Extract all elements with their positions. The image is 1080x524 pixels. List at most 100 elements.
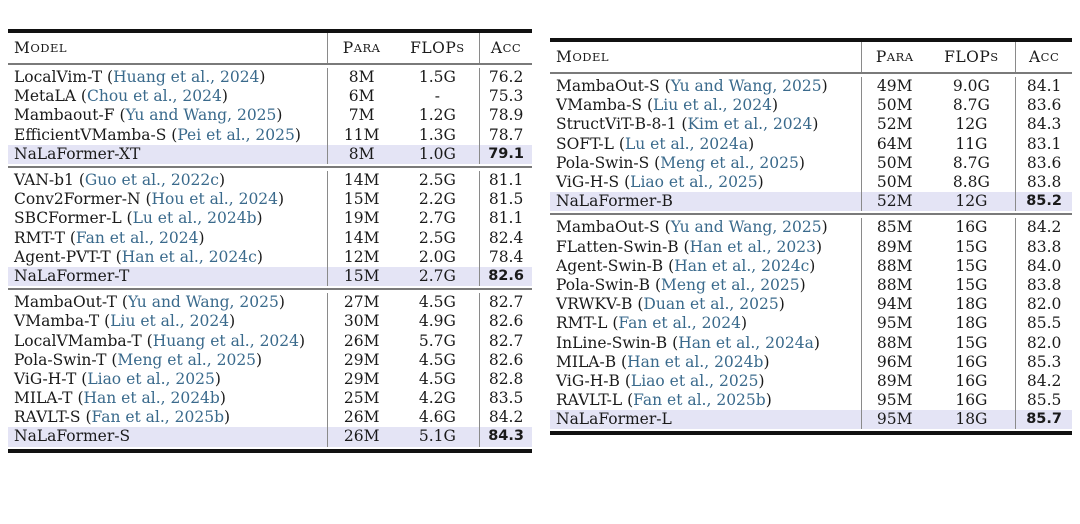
model-cell: Pola-Swin-B (Meng et al., 2025) bbox=[556, 275, 806, 294]
acc-cell: 82.6 bbox=[479, 312, 532, 332]
citation-link[interactable]: Meng et al., 2025 bbox=[117, 350, 257, 369]
citation-link[interactable]: Han et al., 2024c bbox=[121, 247, 257, 266]
model-name: SOFT-L bbox=[556, 134, 614, 153]
acc-cell: 78.7 bbox=[479, 125, 532, 145]
model-name: Pola-Swin-S bbox=[556, 153, 650, 172]
table-row: Agent-PVT-T (Han et al., 2024c) 12M 2.0G 78… bbox=[8, 247, 532, 267]
model-name: MambaOut-T bbox=[14, 293, 117, 312]
header-flops: FLOP S bbox=[396, 33, 480, 63]
citation-link[interactable]: Duan et al., 2025 bbox=[643, 295, 779, 314]
citation-link[interactable]: Fan et al., 2025b bbox=[91, 408, 225, 427]
model-cell: ViG-H-B (Liao et al., 2025) bbox=[556, 371, 765, 390]
acc-cell: 85.3 bbox=[1015, 352, 1072, 372]
model-name: Conv2Former-N bbox=[14, 190, 141, 209]
row-group: LocalVim-T (Huang et al., 2024) 8M 1.5G 76.… bbox=[8, 65, 532, 166]
citation-link[interactable]: Guo et al., 2022c bbox=[84, 171, 219, 190]
para-cell: 96M bbox=[860, 352, 928, 372]
group-rule bbox=[8, 165, 532, 168]
table-row: FLatten-Swin-B (Han et al., 2023) 89M 15G 8… bbox=[550, 237, 1072, 257]
citation-link[interactable]: Huang et al., 2024 bbox=[152, 331, 300, 350]
table-row: RAVLT-L (Fan et al., 2025b) 95M 16G 85.5 bbox=[550, 391, 1072, 411]
para-cell: 6M bbox=[326, 87, 396, 107]
citation-link[interactable]: Yu and Wang, 2025 bbox=[127, 293, 279, 312]
model-name: MetaLA bbox=[14, 87, 76, 106]
flops-cell: 2.7G bbox=[418, 266, 456, 285]
model-cell: MetaLA (Chou et al., 2024) bbox=[14, 87, 228, 106]
table-row: VMamba-S (Liu et al., 2024) 50M 8.7G 83.6 bbox=[550, 96, 1072, 116]
model-name: MILA-T bbox=[14, 389, 73, 408]
citation-link[interactable]: Liao et al., 2025 bbox=[630, 371, 759, 390]
acc-cell: 84.0 bbox=[1015, 256, 1072, 276]
model-cell: Pola-Swin-S (Meng et al., 2025) bbox=[556, 153, 805, 172]
flops-cell: 4.5G bbox=[418, 369, 456, 388]
flops-cell: 1.3G bbox=[418, 125, 456, 144]
model-cell: RAVLT-L (Fan et al., 2025b) bbox=[556, 391, 772, 410]
acc-cell: 83.5 bbox=[479, 389, 532, 409]
citation-link[interactable]: Fan et al., 2024 bbox=[75, 228, 199, 247]
flops-cell: 1.2G bbox=[418, 106, 456, 125]
table-row: MILA-B (Han et al., 2024b) 96M 16G 85.3 bbox=[550, 352, 1072, 372]
model-cell: MambaOut-S (Yu and Wang, 2025) bbox=[556, 218, 828, 237]
citation-link[interactable]: Yu and Wang, 2025 bbox=[670, 218, 822, 237]
citation-link[interactable]: Han et al., 2024c bbox=[674, 256, 810, 275]
flops-cell: 2.5G bbox=[418, 171, 456, 190]
citation-link[interactable]: Fan et al., 2024 bbox=[618, 314, 742, 333]
acc-cell: 82.0 bbox=[1015, 333, 1072, 353]
table-row: Pola-Swin-S (Meng et al., 2025) 50M 8.7G 83… bbox=[550, 153, 1072, 173]
citation-link[interactable]: Han et al., 2023 bbox=[689, 237, 816, 256]
model-name: LocalVim-T bbox=[14, 68, 103, 87]
citation-link[interactable]: Liu et al., 2024 bbox=[110, 312, 230, 331]
acc-cell: 83.8 bbox=[1015, 172, 1072, 193]
citation-link[interactable]: Meng et al., 2025 bbox=[660, 153, 799, 172]
citation-link[interactable]: Liu et al., 2024 bbox=[653, 96, 772, 115]
para-cell: 95M bbox=[860, 410, 928, 430]
citation-link[interactable]: Kim et al., 2024 bbox=[687, 115, 813, 134]
acc-cell-best: 85.2 bbox=[1015, 192, 1072, 212]
right-results-table: M ODEL P ARA FLOP S A CC MambaOut-S (Yu and Wang… bbox=[550, 38, 1072, 436]
citation-link[interactable]: Han et al., 2024b bbox=[627, 352, 764, 371]
model-name: Mambaout-F bbox=[14, 106, 115, 125]
top-rule bbox=[550, 38, 1072, 42]
header-row: M ODEL P ARA FLOP S A CC bbox=[8, 33, 532, 63]
table-row: ViG-H-T (Liao et al., 2025) 29M 4.5G 82.8 bbox=[8, 369, 532, 389]
table-row: Mambaout-F (Yu and Wang, 2025) 7M 1.2G 78.9 bbox=[8, 106, 532, 126]
citation-link[interactable]: Han et al., 2024a bbox=[678, 333, 814, 352]
acc-cell: 78.4 bbox=[479, 247, 532, 267]
para-cell: 50M bbox=[860, 153, 928, 173]
header-para: P ARA bbox=[860, 42, 928, 72]
acc-cell: 84.2 bbox=[479, 408, 532, 428]
model-cell: Pola-Swin-T (Meng et al., 2025) bbox=[14, 350, 263, 369]
citation-link[interactable]: Chou et al., 2024 bbox=[86, 87, 222, 106]
citation-link[interactable]: Lu et al., 2024a bbox=[624, 134, 749, 153]
model-name: Agent-PVT-T bbox=[14, 247, 111, 266]
citation-link[interactable]: Pei et al., 2025 bbox=[177, 125, 295, 144]
flops-cell: 1.5G bbox=[418, 68, 456, 87]
citation-link[interactable]: Lu et al., 2024b bbox=[132, 209, 257, 228]
table-row: Pola-Swin-B (Meng et al., 2025) 88M 15G 83.… bbox=[550, 275, 1072, 296]
citation-link[interactable]: Han et al., 2024b bbox=[83, 389, 220, 408]
table-row: SBCFormer-L (Lu et al., 2024b) 19M 2.7G 81.… bbox=[8, 209, 532, 229]
citation-link[interactable]: Hou et al., 2024 bbox=[151, 190, 279, 209]
citation-link[interactable]: Liao et al., 2025 bbox=[630, 173, 758, 192]
citation-link[interactable]: Fan et al., 2025b bbox=[633, 391, 766, 410]
flops-cell: 8.7G bbox=[952, 153, 990, 172]
table-row: Conv2Former-N (Hou et al., 2024) 15M 2.2G 8… bbox=[8, 190, 532, 210]
citation-link[interactable]: Yu and Wang, 2025 bbox=[670, 77, 822, 96]
citation-link[interactable]: Yu and Wang, 2025 bbox=[125, 106, 277, 125]
citation-link[interactable]: Liao et al., 2025 bbox=[87, 369, 215, 388]
model-name: Pola-Swin-B bbox=[556, 275, 651, 294]
table-row: RMT-T (Fan et al., 2024) 14M 2.5G 82.4 bbox=[8, 228, 532, 248]
model-cell: MambaOut-S (Yu and Wang, 2025) bbox=[556, 77, 828, 96]
model-name: Agent-Swin-B bbox=[556, 256, 664, 275]
para-cell: 14M bbox=[326, 170, 396, 191]
flops-cell: 2.5G bbox=[418, 228, 456, 247]
model-name: ViG-H-S bbox=[556, 173, 620, 192]
model-cell: NaLaFormer-B bbox=[556, 192, 673, 211]
acc-cell: 82.7 bbox=[479, 331, 532, 351]
citation-link[interactable]: Meng et al., 2025 bbox=[661, 275, 800, 294]
citation-link[interactable]: Huang et al., 2024 bbox=[113, 68, 260, 87]
table-row: MambaOut-S (Yu and Wang, 2025) 85M 16G 84.2 bbox=[550, 218, 1072, 238]
header-acc-initial: A bbox=[1028, 47, 1041, 66]
flops-cell: 15G bbox=[955, 237, 988, 256]
acc-cell: 83.8 bbox=[1015, 237, 1072, 257]
